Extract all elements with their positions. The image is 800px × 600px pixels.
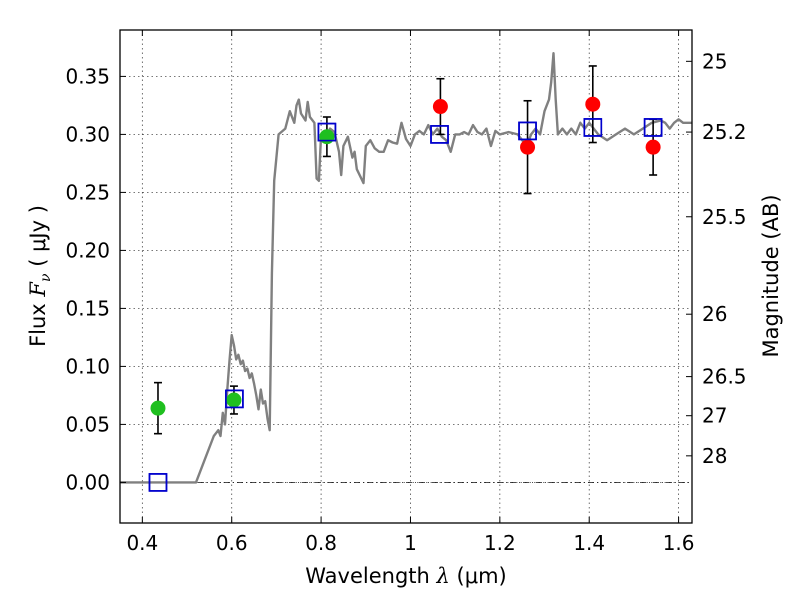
y-tick-label-5: 0.25 — [65, 180, 110, 204]
mag-tick-label-2: 25.5 — [702, 205, 747, 229]
y2-axis-label: Magnitude (AB) — [759, 194, 783, 357]
green-detection-point-2 — [319, 129, 335, 145]
model-photometry-square-outline-5 — [583, 118, 603, 137]
x-tick-label-2: 0.8 — [305, 531, 337, 555]
mag-tick-label-0: 25 — [702, 49, 727, 73]
red-detection-point-1 — [520, 139, 536, 155]
y-axis-symbol: F — [26, 281, 50, 298]
sed-spectrum-line — [120, 52, 692, 484]
x-axis-label: Wavelength λ (μm) — [305, 564, 506, 588]
marker-layer — [148, 65, 663, 492]
model-photometry-square-outline-4 — [518, 121, 537, 141]
x-tick-label-1: 0.6 — [216, 531, 248, 555]
x-tick-label-6: 1.6 — [663, 531, 695, 555]
y-tick-label-0: 0.00 — [65, 470, 110, 494]
mag-tick-label-4: 26.5 — [702, 365, 747, 389]
y-tick-label-1: 0.05 — [65, 412, 110, 436]
green-detection-point-1 — [226, 392, 242, 408]
red-detection-point-0 — [432, 99, 448, 115]
mag-tick-label-5: 27 — [702, 404, 727, 428]
model-photometry-square-outline-3 — [430, 125, 449, 144]
red-detection-point-3 — [645, 139, 661, 155]
grid-layer — [120, 30, 692, 523]
model-photometry-square-outline-0 — [148, 473, 168, 492]
green-detection-point-0 — [150, 400, 166, 416]
y-tick-label-6: 0.30 — [65, 122, 110, 146]
mag-tick-label-6: 28 — [702, 444, 727, 468]
series-layer — [120, 52, 692, 484]
x-axis-unit: (μm) — [457, 564, 507, 588]
y-axis-unit: ( μJy ) — [26, 205, 50, 267]
model-photometry-square-outline-6 — [643, 118, 663, 137]
red-detection-point-2 — [585, 96, 601, 112]
x-tick-label-5: 1.4 — [573, 531, 605, 555]
x-tick-label-0: 0.4 — [126, 531, 158, 555]
model-photometry-square-outline-2 — [317, 122, 337, 142]
y-tick-label-4: 0.20 — [65, 238, 110, 262]
model-photometry-square-outline-1 — [225, 389, 244, 409]
y-axis-label: Flux Fν ( μJy ) — [26, 205, 54, 347]
y-tick-label-7: 0.35 — [65, 64, 110, 88]
y-axis-subscript: ν — [38, 273, 54, 282]
x-axis-symbol: λ — [436, 564, 450, 588]
x-tick-label-3: 1 — [404, 531, 417, 555]
tick-layer: 0.4 0.6 0.8 1 1.2 1.4 1.6 0.00 0.05 0.10 0.15 0.20 0… — [65, 30, 747, 555]
y-tick-label-2: 0.10 — [65, 354, 110, 378]
mag-tick-label-1: 25.2 — [702, 120, 747, 144]
plot-frame — [119, 29, 693, 524]
mag-tick-label-3: 26 — [702, 302, 727, 326]
x-tick-label-4: 1.2 — [484, 531, 516, 555]
y-tick-label-3: 0.15 — [65, 296, 110, 320]
